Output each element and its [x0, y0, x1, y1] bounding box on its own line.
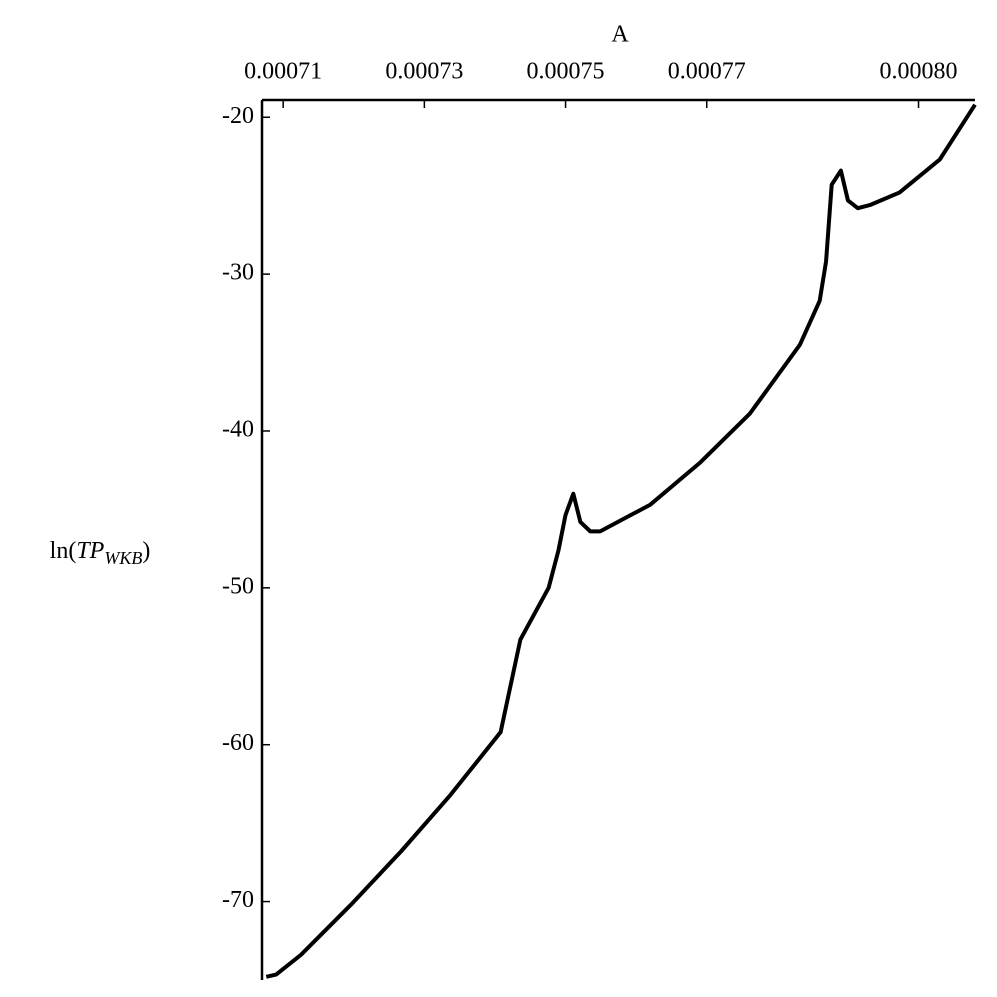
- x-tick-label: 0.00080: [880, 59, 958, 85]
- y-tick-label: -70: [222, 887, 254, 913]
- y-tick-label: -30: [222, 260, 254, 286]
- y-tick-label: -40: [222, 416, 254, 442]
- y-tick-label: -50: [222, 573, 254, 599]
- curve: [265, 103, 977, 979]
- y-label-part: WKB: [104, 548, 142, 568]
- y-label-part: TP: [76, 538, 104, 564]
- x-tick-label: 0.00073: [385, 59, 463, 85]
- x-tick-label: 0.00071: [244, 59, 322, 85]
- x-tick-label: 0.00077: [668, 59, 746, 85]
- x-axis-label: A: [611, 22, 629, 48]
- y-tick-label: -20: [222, 103, 254, 129]
- x-tick-label: 0.00075: [527, 59, 605, 85]
- y-label-part: ): [142, 538, 150, 564]
- y-label-part: ln(: [50, 538, 77, 564]
- y-axis-label: ln(TPWKB): [50, 538, 151, 569]
- y-tick-label: -60: [222, 730, 254, 756]
